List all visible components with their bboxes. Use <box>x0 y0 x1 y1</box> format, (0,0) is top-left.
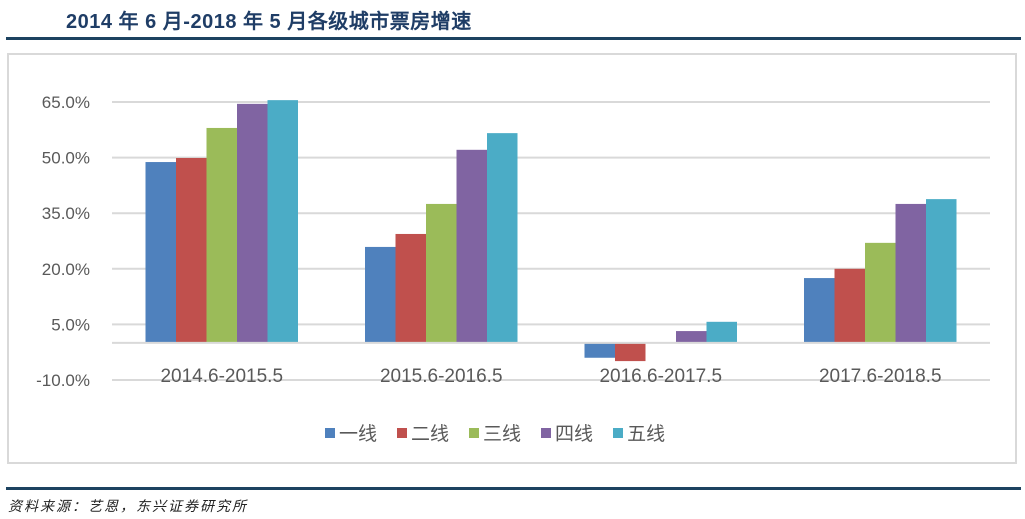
x-tick-label: 2017.6-2018.5 <box>819 366 942 387</box>
legend-swatch-tier1 <box>325 427 335 438</box>
source-note: 资料来源：艺恩，东兴证券研究所 <box>8 499 248 515</box>
bar <box>237 103 268 343</box>
legend-item-tier1: 一线 <box>325 419 377 446</box>
bars <box>145 100 957 362</box>
bar <box>706 321 737 343</box>
x-tick-label: 2014.6-2015.5 <box>160 366 283 387</box>
header-divider <box>6 37 1021 40</box>
bar <box>615 342 646 362</box>
bar <box>456 149 487 343</box>
y-tick-label: 35.0% <box>42 204 90 223</box>
footer-divider <box>6 487 1021 490</box>
y-tick-label: -10.0% <box>36 371 90 390</box>
bar <box>487 133 518 343</box>
bar <box>206 127 237 343</box>
y-tick-label: 65.0% <box>42 93 90 112</box>
y-tick-label: 20.0% <box>42 260 90 279</box>
bar <box>895 203 926 343</box>
legend-swatch-tier3 <box>469 427 480 438</box>
bar <box>926 199 957 343</box>
bar <box>267 100 298 343</box>
bar <box>584 342 615 358</box>
chart-title: 2014 年 6 月-2018 年 5 月各级城市票房增速 <box>66 11 472 33</box>
legend-item-tier2: 二线 <box>397 419 449 446</box>
legend-item-tier3: 三线 <box>469 419 521 446</box>
legend-label-tier3: 三线 <box>483 423 522 445</box>
legend-swatch-tier5 <box>613 427 624 438</box>
legend-item-tier4: 四线 <box>541 419 593 446</box>
legend-label-tier4: 四线 <box>555 423 594 445</box>
bar <box>395 233 426 343</box>
y-axis-labels: 65.0% 50.0% 35.0% 20.0% 5.0% -10.0% <box>36 93 90 390</box>
legend-item-tier5: 五线 <box>613 419 665 446</box>
bar <box>834 268 865 343</box>
x-tick-label: 2016.6-2017.5 <box>599 366 722 387</box>
bar <box>365 246 396 343</box>
x-tick-label: 2015.6-2016.5 <box>380 366 503 387</box>
bar <box>804 278 835 343</box>
legend-label-tier5: 五线 <box>627 423 666 445</box>
legend: 一线 二线 三线 四线 五线 <box>325 419 665 446</box>
bar <box>426 203 457 343</box>
bar <box>865 242 896 343</box>
bar <box>676 331 707 343</box>
x-axis-labels: 2014.6-2015.5 2015.6-2016.5 2016.6-2017.5 2… <box>160 366 941 387</box>
legend-label-tier2: 二线 <box>411 423 450 445</box>
legend-swatch-tier4 <box>541 427 552 438</box>
legend-swatch-tier2 <box>397 427 408 438</box>
y-tick-label: 50.0% <box>42 149 90 168</box>
legend-label-tier1: 一线 <box>339 423 378 445</box>
y-tick-label: 5.0% <box>51 315 90 334</box>
bar <box>176 157 207 343</box>
bar <box>145 162 176 343</box>
